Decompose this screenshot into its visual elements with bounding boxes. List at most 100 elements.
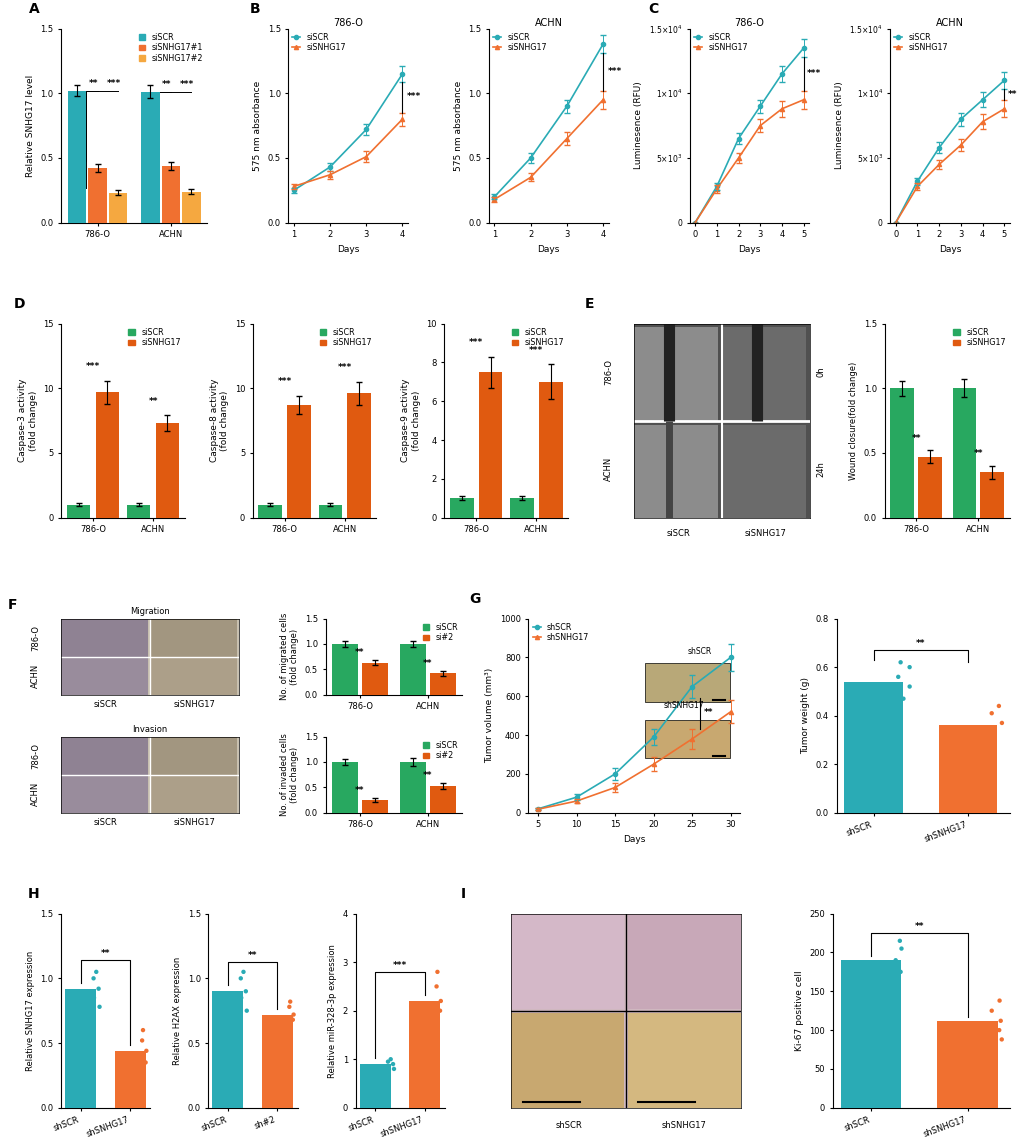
shSNHG17	[686, 732, 698, 746]
Text: ***: ***	[529, 346, 543, 355]
siSNHG17	[998, 102, 1010, 115]
Bar	[212, 991, 244, 1108]
Point	[133, 1031, 150, 1049]
Point	[892, 963, 908, 981]
siSNHG17	[910, 179, 922, 193]
Legend: siSCR, siSNHG17: siSCR, siSNHG17	[953, 328, 1005, 347]
Bar	[937, 725, 997, 813]
Text: 786-O: 786-O	[603, 359, 612, 385]
Point	[281, 1021, 298, 1039]
Point	[238, 1002, 255, 1020]
Point	[135, 1021, 151, 1039]
Title: ACHN: ACHN	[935, 18, 963, 27]
siSNHG17	[360, 150, 372, 163]
Bar	[634, 425, 717, 517]
Text: ***: ***	[469, 338, 483, 347]
siSNHG17	[710, 183, 722, 196]
Text: **: **	[423, 771, 432, 780]
Legend: siSCR, siSNHG17: siSCR, siSNHG17	[894, 33, 948, 53]
Text: shSCR: shSCR	[687, 646, 711, 656]
shSNHG17	[570, 794, 582, 807]
Point	[887, 951, 903, 970]
siSNHG17	[688, 216, 700, 230]
siSNHG17	[932, 158, 945, 171]
Bar	[362, 662, 388, 694]
shSCR	[570, 790, 582, 804]
Y-axis label: Relative miR-328-3p expression: Relative miR-328-3p expression	[328, 943, 336, 1078]
Text: siSNHG17: siSNHG17	[744, 530, 786, 538]
Bar	[67, 505, 91, 517]
siSCR	[910, 175, 922, 188]
shSCR	[532, 802, 544, 815]
Text: I: I	[460, 887, 465, 901]
shSNHG17	[532, 803, 544, 817]
Line: siSNHG17: siSNHG17	[692, 97, 805, 225]
siSCR	[524, 151, 536, 164]
Bar	[68, 90, 86, 223]
Y-axis label: 575 nm absorbance: 575 nm absorbance	[253, 80, 262, 170]
Point	[237, 982, 254, 1000]
Text: ***: ***	[86, 362, 100, 371]
Bar	[409, 1002, 439, 1108]
Legend: siSCR, si#2: siSCR, si#2	[422, 741, 458, 761]
Text: **: **	[423, 659, 432, 668]
Bar	[721, 328, 805, 420]
Legend: siSCR, siSNHG17: siSCR, siSNHG17	[320, 328, 372, 347]
Text: ***: ***	[392, 960, 407, 970]
Bar	[61, 619, 148, 657]
Bar	[952, 388, 975, 517]
Bar	[347, 394, 371, 517]
Text: **: **	[972, 449, 982, 458]
Bar	[628, 914, 741, 1008]
Text: A: A	[29, 2, 40, 16]
Bar	[510, 498, 533, 517]
Text: Migration: Migration	[130, 608, 170, 617]
siSCR	[775, 67, 788, 81]
Text: ***: ***	[806, 70, 820, 79]
Bar	[287, 405, 311, 517]
Bar	[628, 1013, 741, 1108]
Point	[890, 668, 906, 686]
Line: siSCR: siSCR	[291, 72, 405, 192]
Legend: siSCR, siSNHG17: siSCR, siSNHG17	[492, 33, 546, 53]
Y-axis label: Caspase-9 activity
(fold change): Caspase-9 activity (fold change)	[401, 379, 421, 463]
Text: siSCR: siSCR	[94, 818, 117, 827]
Point	[382, 1051, 398, 1069]
Point	[982, 1002, 999, 1020]
Text: ***: ***	[179, 80, 194, 89]
Point	[380, 1057, 396, 1076]
Text: **: **	[911, 434, 920, 443]
Bar	[150, 658, 237, 694]
shSNHG17	[647, 757, 659, 771]
Point	[429, 1012, 445, 1030]
Point	[282, 992, 299, 1011]
siSNHG17	[889, 216, 901, 230]
shSCR	[723, 651, 736, 665]
shSNHG17	[608, 781, 621, 795]
Bar	[109, 193, 127, 223]
Legend: siSCR, siSNHG17: siSCR, siSNHG17	[128, 328, 180, 347]
Legend: siSCR, siSNHG17: siSCR, siSNHG17	[693, 33, 747, 53]
Line: shSNHG17: shSNHG17	[536, 709, 732, 811]
Bar	[89, 168, 107, 223]
siSNHG17	[596, 93, 608, 106]
siSCR	[360, 122, 372, 136]
Legend: shSCR, shSNHG17: shSCR, shSNHG17	[532, 622, 589, 642]
Point	[379, 1053, 395, 1071]
Y-axis label: Luminesence (RFU): Luminesence (RFU)	[834, 82, 843, 169]
Y-axis label: Relative SNHG17 expression: Relative SNHG17 expression	[25, 950, 35, 1071]
Text: E: E	[585, 297, 594, 311]
Text: siSCR: siSCR	[94, 700, 117, 709]
Point	[384, 1055, 400, 1073]
Text: **: **	[101, 949, 110, 958]
siSCR	[753, 99, 765, 113]
Bar	[399, 644, 425, 694]
Bar	[258, 505, 281, 517]
Point	[232, 970, 249, 988]
siSCR	[975, 93, 987, 106]
Text: **: **	[915, 638, 925, 648]
Line: siSCR: siSCR	[492, 42, 604, 199]
Text: **: **	[162, 80, 171, 89]
Legend: siSCR, siSNHG17: siSCR, siSNHG17	[292, 33, 346, 53]
Text: F: F	[8, 598, 17, 612]
